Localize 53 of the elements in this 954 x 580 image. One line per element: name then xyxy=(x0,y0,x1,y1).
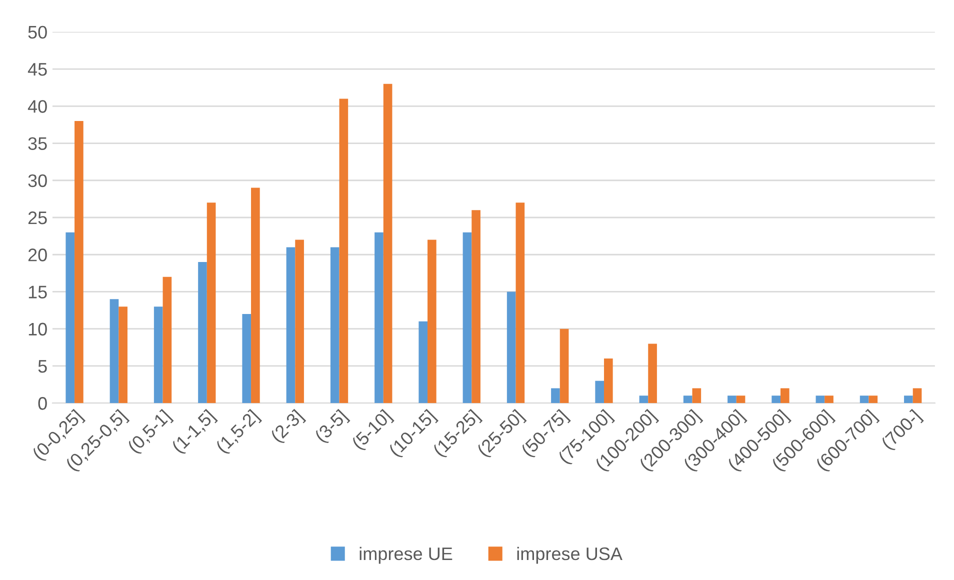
y-tick-label: 20 xyxy=(28,248,47,262)
bar xyxy=(286,247,296,404)
y-tick-label: 30 xyxy=(28,174,47,188)
bar xyxy=(162,276,172,404)
y-tick-label: 50 xyxy=(28,26,47,39)
bar xyxy=(206,202,216,404)
bar xyxy=(198,262,207,404)
legend-label: imprese UE xyxy=(360,546,452,564)
y-tick-label: 15 xyxy=(28,286,47,298)
y-tick-label: 35 xyxy=(28,137,47,150)
bar xyxy=(683,396,692,404)
y-tick-label: 45 xyxy=(28,63,47,76)
bar xyxy=(418,321,428,404)
bar xyxy=(860,396,869,404)
bar xyxy=(780,388,790,404)
bar xyxy=(692,388,702,404)
bar xyxy=(595,380,604,404)
bar xyxy=(428,240,436,404)
bar xyxy=(506,292,516,404)
bar xyxy=(74,120,84,404)
bar xyxy=(295,240,304,404)
bar xyxy=(639,396,648,404)
legend-label: imprese USA xyxy=(517,546,622,564)
bar xyxy=(904,396,913,404)
bar xyxy=(868,396,878,404)
bar xyxy=(551,388,560,404)
bar xyxy=(728,396,736,404)
bar xyxy=(604,358,613,404)
bar xyxy=(736,396,746,404)
bar xyxy=(110,299,119,404)
bar xyxy=(242,314,252,404)
bar xyxy=(648,344,657,404)
bar xyxy=(516,202,525,404)
bar xyxy=(339,98,348,404)
y-tick-label: 0 xyxy=(38,397,47,410)
bar xyxy=(472,210,480,404)
bar xyxy=(330,247,340,404)
bar xyxy=(560,328,569,404)
y-tick-label: 25 xyxy=(28,211,47,224)
bar xyxy=(462,232,472,404)
bar xyxy=(772,396,780,404)
y-tick-label: 5 xyxy=(38,360,47,373)
y-tick-label: 10 xyxy=(28,322,47,336)
bar xyxy=(824,396,834,404)
bar xyxy=(154,306,163,404)
y-tick-label: 40 xyxy=(28,100,47,113)
bar xyxy=(912,388,922,404)
bar xyxy=(816,396,825,404)
bar xyxy=(251,188,260,404)
bar xyxy=(118,306,128,404)
bar xyxy=(383,84,392,404)
bar xyxy=(374,232,384,404)
bar xyxy=(66,232,75,404)
